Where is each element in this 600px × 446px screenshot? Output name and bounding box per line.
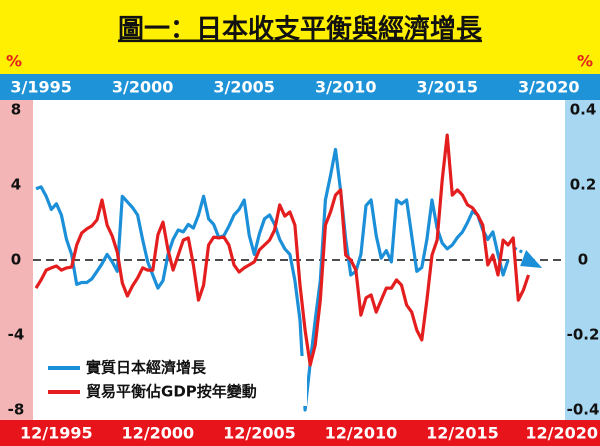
- x2-tick-label: 12/2005: [223, 424, 296, 443]
- x2-tick-label: 12/1995: [20, 424, 93, 443]
- y-tick-label: 8: [11, 101, 21, 119]
- x-tick-label: 3/2005: [213, 78, 275, 97]
- y-tick-label: -4: [8, 326, 25, 344]
- y2-tick-label: 0: [578, 251, 588, 269]
- y-tick-label: 4: [11, 176, 21, 194]
- x2-tick-label: 12/2015: [426, 424, 499, 443]
- top-axis-band: [0, 74, 600, 100]
- y2-tick-label: -0.2: [567, 326, 600, 344]
- legend-label: 貿易平衡佔GDP按年變動: [86, 383, 257, 401]
- chart-title: 圖一：日本收支平衡與經濟增長: [118, 14, 483, 45]
- x2-tick-label: 12/2020: [525, 424, 598, 443]
- series-line: [34, 133, 531, 367]
- legend-label: 實質日本經濟增長: [86, 359, 207, 377]
- x-tick-label: 3/2010: [315, 78, 377, 97]
- bottom-axis-band: [0, 420, 600, 446]
- y-tick-label: 0: [11, 251, 21, 269]
- right-axis-band: [565, 100, 600, 420]
- forecast-arrowhead: [520, 250, 543, 268]
- x-tick-label: 3/2020: [518, 78, 580, 97]
- x-tick-label: 3/2000: [112, 78, 174, 97]
- x-tick-label: 3/2015: [416, 78, 478, 97]
- title-band: [0, 0, 600, 74]
- y2-axis-label: %: [577, 52, 593, 71]
- x2-tick-label: 12/2010: [325, 424, 398, 443]
- y2-tick-label: 0.4: [570, 101, 597, 119]
- plot: 3/1995 3/2000 3/2005 3/2010 3/2015 3/2020 12/1…: [8, 78, 600, 443]
- y2-tick-label: 0.2: [570, 176, 597, 194]
- left-axis-band: [0, 100, 33, 420]
- y-axis-label: %: [6, 52, 22, 71]
- legend-box: [42, 356, 307, 406]
- x2-tick-label: 12/2000: [122, 424, 195, 443]
- x-tick-label: 3/1995: [10, 78, 72, 97]
- y2-tick-label: -0.4: [567, 401, 600, 419]
- series-line: [35, 147, 510, 412]
- y-tick-label: -8: [8, 401, 25, 419]
